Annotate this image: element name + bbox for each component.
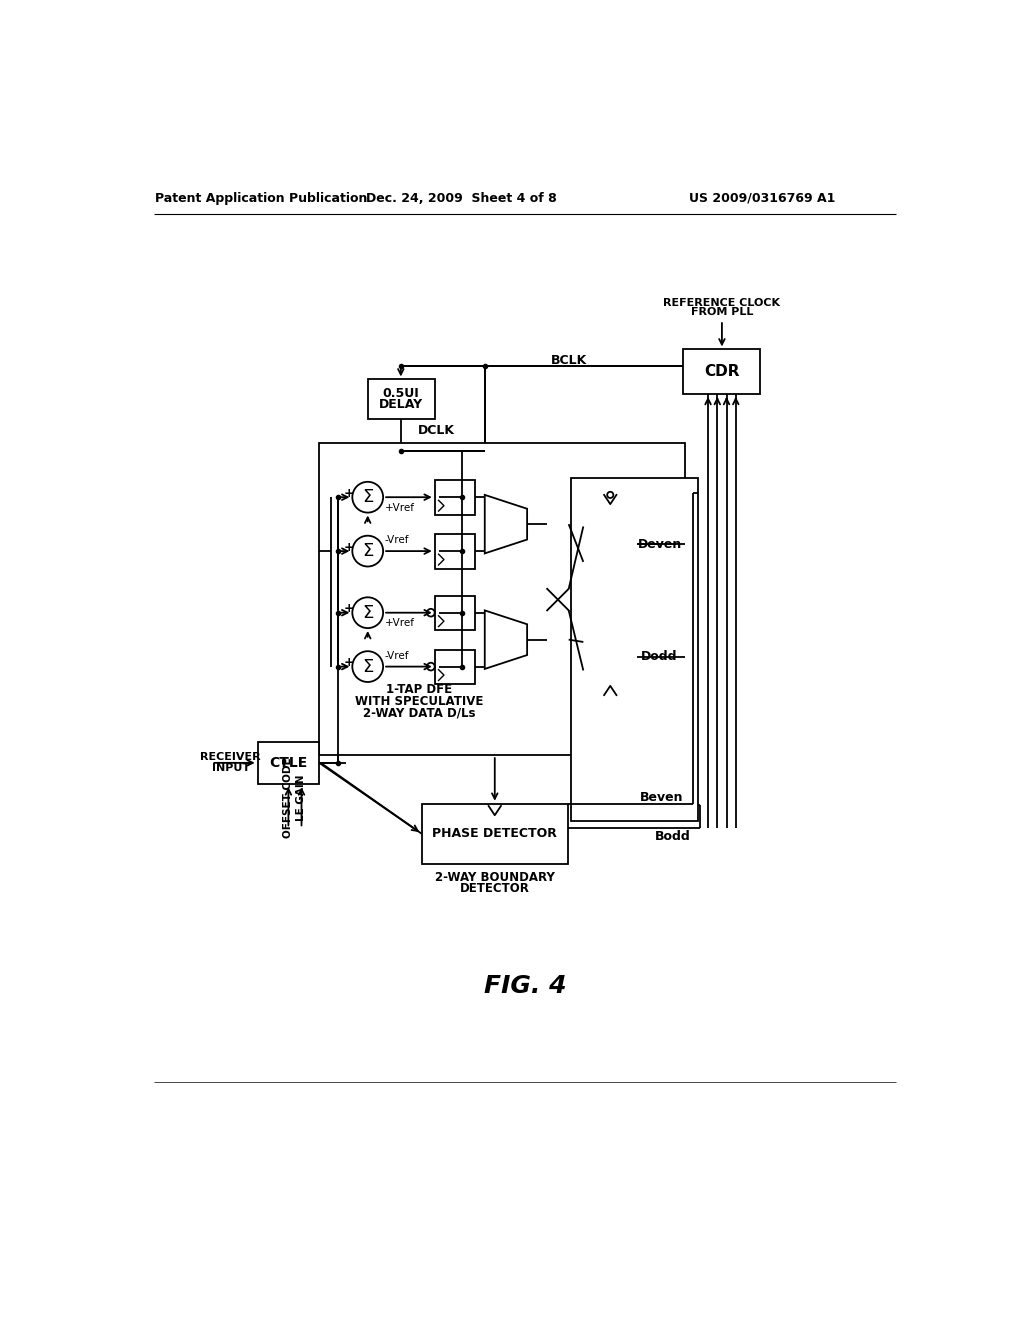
Text: +Vref: +Vref: [385, 619, 415, 628]
Text: US 2009/0316769 A1: US 2009/0316769 A1: [689, 191, 836, 205]
Text: LE GAIN: LE GAIN: [297, 775, 306, 821]
Text: 1-TAP DFE: 1-TAP DFE: [386, 684, 453, 696]
Text: CDR: CDR: [705, 364, 739, 379]
Bar: [435, 480, 475, 515]
Text: -Vref: -Vref: [385, 536, 410, 545]
Text: Dodd: Dodd: [641, 649, 677, 663]
Text: Beven: Beven: [640, 791, 683, 804]
Text: +Vref: +Vref: [385, 503, 415, 513]
Bar: [435, 535, 475, 569]
Bar: [683, 350, 761, 395]
Text: RECEIVER: RECEIVER: [201, 751, 261, 762]
Text: Bodd: Bodd: [655, 829, 691, 842]
Text: Patent Application Publication: Patent Application Publication: [156, 191, 368, 205]
Bar: [584, 614, 637, 700]
Text: DETECTOR: DETECTOR: [460, 882, 529, 895]
Bar: [422, 804, 568, 863]
Text: -Vref: -Vref: [385, 651, 410, 661]
Text: Σ: Σ: [362, 657, 374, 676]
Text: FIG. 4: FIG. 4: [483, 974, 566, 998]
Bar: [435, 649, 475, 684]
Bar: [368, 379, 435, 420]
Text: DELAY: DELAY: [379, 397, 423, 411]
Text: FROM PLL: FROM PLL: [691, 308, 753, 317]
Text: PHASE DETECTOR: PHASE DETECTOR: [432, 828, 557, 841]
Text: Σ: Σ: [362, 603, 374, 622]
Text: WITH SPECULATIVE: WITH SPECULATIVE: [355, 694, 483, 708]
Text: 0.5UI: 0.5UI: [382, 387, 419, 400]
Text: REFERENCE CLOCK: REFERENCE CLOCK: [664, 298, 780, 308]
Text: DCLK: DCLK: [418, 425, 455, 437]
Text: INPUT: INPUT: [212, 763, 250, 774]
Text: +: +: [343, 656, 353, 669]
Bar: [584, 491, 637, 598]
Text: BCLK: BCLK: [551, 354, 588, 367]
Text: Σ: Σ: [362, 488, 374, 506]
Text: 2-WAY DATA D/Ls: 2-WAY DATA D/Ls: [364, 706, 475, 719]
Bar: [258, 742, 319, 784]
Text: +: +: [343, 487, 353, 500]
Text: Deven: Deven: [638, 537, 682, 550]
Text: OFFSET CODE: OFFSET CODE: [284, 758, 294, 838]
Text: CTLE: CTLE: [269, 756, 307, 770]
Text: Dec. 24, 2009  Sheet 4 of 8: Dec. 24, 2009 Sheet 4 of 8: [367, 191, 557, 205]
Text: +: +: [343, 602, 353, 615]
Text: +: +: [343, 541, 353, 554]
Bar: [571, 478, 698, 821]
Bar: [319, 444, 685, 755]
Text: 2-WAY BOUNDARY: 2-WAY BOUNDARY: [435, 871, 555, 884]
Text: Σ: Σ: [362, 543, 374, 560]
Bar: [435, 595, 475, 631]
